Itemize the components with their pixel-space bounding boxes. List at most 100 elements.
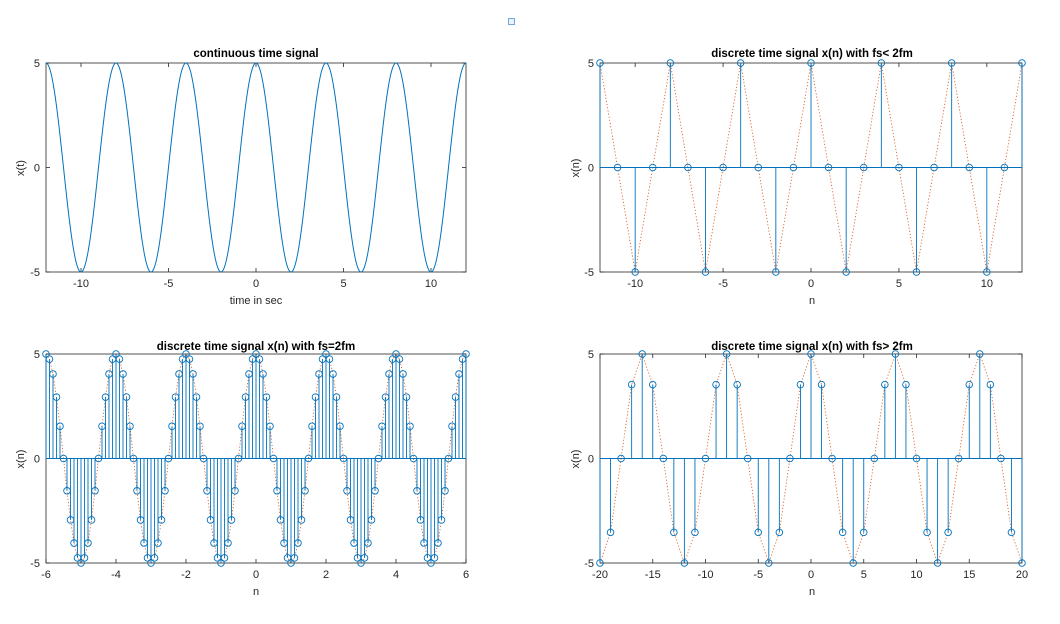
window-marker-icon <box>508 18 515 25</box>
x-tick-label: 0 <box>808 569 814 581</box>
stem-marker <box>786 454 794 463</box>
stem-marker <box>297 516 306 524</box>
subplot-1-ylabel: x(t) <box>15 160 27 176</box>
stem-marker <box>976 350 984 358</box>
signal-line <box>45 62 467 273</box>
stem-marker <box>91 487 99 495</box>
stem-marker <box>930 163 938 172</box>
stem-marker <box>997 454 1005 463</box>
stem-marker <box>965 380 974 389</box>
stem-marker <box>596 559 604 567</box>
stem-marker <box>154 539 162 547</box>
stem-marker <box>196 422 204 430</box>
stem-marker <box>52 393 61 401</box>
stem-marker <box>406 422 414 430</box>
stem-marker <box>754 528 763 537</box>
subplot-4-title: discrete time signal x(n) with fs> 2fm <box>711 341 913 353</box>
stem-marker <box>944 528 952 537</box>
y-tick-label: -5 <box>584 558 594 570</box>
stem-marker <box>772 268 780 276</box>
stem-marker <box>736 59 745 67</box>
stem-marker <box>217 559 225 567</box>
stem-marker <box>638 350 646 358</box>
stem-marker <box>189 370 197 378</box>
stem-marker <box>986 380 995 389</box>
stem-marker <box>325 355 334 363</box>
stem-marker <box>259 370 267 378</box>
x-tick-label: -5 <box>753 569 763 581</box>
x-tick-label: 10 <box>981 278 993 290</box>
subplot-3-ylabel: x(n) <box>15 450 27 469</box>
stem-marker <box>462 350 470 358</box>
stem-marker <box>743 454 752 463</box>
x-tick-label: 5 <box>340 278 346 290</box>
stem-marker <box>119 370 127 378</box>
stem-marker <box>56 422 64 430</box>
subplot-undersampled: discrete time signal x(n) with fs< 2fm n… <box>570 48 1026 307</box>
stem-marker <box>719 163 727 172</box>
stem-marker <box>77 559 85 567</box>
stem-marker <box>371 487 379 495</box>
x-tick-label: 10 <box>910 569 922 581</box>
stem-marker <box>364 539 372 547</box>
x-tick-label: -2 <box>181 569 191 581</box>
stem-marker <box>849 559 857 567</box>
stem-marker <box>430 554 439 562</box>
stem-marker <box>659 454 668 463</box>
stem-marker <box>441 487 449 495</box>
stem-marker <box>824 163 833 172</box>
stem-marker <box>115 355 124 363</box>
y-tick-label: 5 <box>34 349 40 361</box>
stem-marker <box>954 454 963 463</box>
stem-marker <box>266 422 274 430</box>
x-tick-label: 2 <box>323 569 329 581</box>
subplot-2-ylabel: x(n) <box>570 159 582 178</box>
stem-marker <box>807 350 815 358</box>
x-tick-label: -4 <box>111 569 121 581</box>
stem-marker <box>49 370 57 378</box>
stem-marker <box>322 350 330 358</box>
y-tick-label: 5 <box>588 349 594 361</box>
stem-marker <box>1018 559 1026 567</box>
stem-marker <box>84 539 92 547</box>
x-tick-label: -6 <box>41 569 51 581</box>
stem-marker <box>881 380 889 389</box>
stem-marker <box>617 454 625 463</box>
stem-marker <box>701 268 710 276</box>
x-tick-label: -10 <box>73 278 89 290</box>
x-tick-label: -5 <box>164 278 174 290</box>
stem-marker <box>838 528 847 537</box>
stem-marker <box>613 163 622 172</box>
stem-marker <box>220 554 229 562</box>
stem-marker <box>983 268 991 276</box>
stem-marker <box>42 350 50 358</box>
stem-marker <box>933 559 942 567</box>
subplot-oversampled: discrete time signal x(n) with fs> 2fm n… <box>570 341 1028 598</box>
x-tick-label: 15 <box>963 569 975 581</box>
stem-marker <box>649 380 657 389</box>
stem-marker <box>680 559 689 567</box>
y-tick-label: 0 <box>34 454 40 466</box>
stem-marker <box>336 422 344 430</box>
stem-marker <box>722 350 731 358</box>
stem-marker <box>80 554 89 562</box>
stem-marker <box>860 163 868 172</box>
stem-marker <box>701 454 710 463</box>
stem-marker <box>126 422 134 430</box>
stem-marker <box>684 163 692 172</box>
stem-marker <box>224 539 232 547</box>
stem-marker <box>112 350 120 358</box>
x-tick-label: 5 <box>861 569 867 581</box>
stem-marker <box>860 528 868 537</box>
subplot-3-axes: -6 -4 -2 0 2 4 6 -5 0 5 <box>30 349 470 581</box>
stem-marker <box>392 350 400 358</box>
stem-marker <box>891 350 900 358</box>
subplot-4-xlabel: n <box>809 586 815 598</box>
stem-marker <box>733 380 741 389</box>
subplot-3-xlabel: n <box>253 586 259 598</box>
stem-marker <box>902 380 910 389</box>
stem-marker <box>789 163 798 172</box>
y-tick-label: 5 <box>34 58 40 70</box>
stem-marker <box>895 163 903 172</box>
stem-marker <box>161 487 169 495</box>
